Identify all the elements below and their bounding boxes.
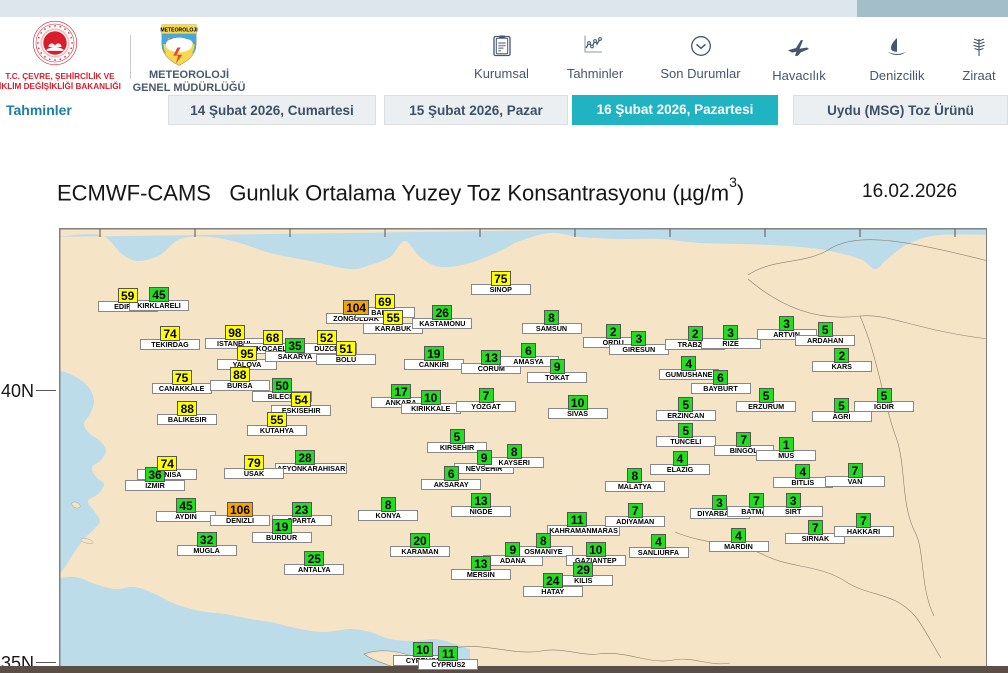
svg-text:METEOROLOJI: METEOROLOJI (160, 28, 198, 34)
